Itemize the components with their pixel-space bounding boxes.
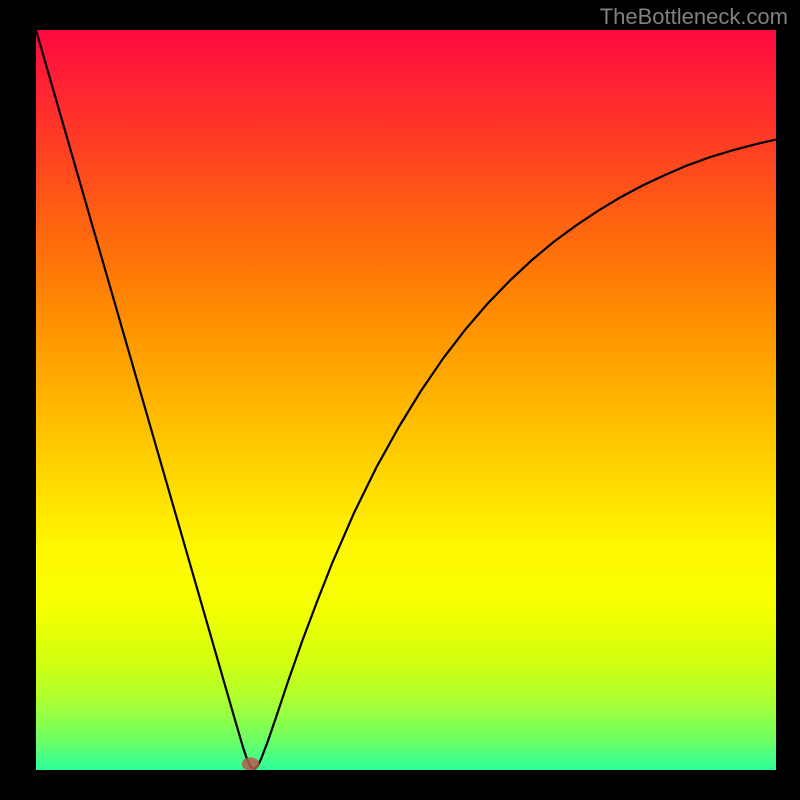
plot-area: [36, 30, 776, 770]
gradient-background: [36, 30, 776, 770]
plot-svg: [36, 30, 776, 770]
watermark-text: TheBottleneck.com: [600, 4, 788, 30]
chart-container: TheBottleneck.com: [0, 0, 800, 800]
